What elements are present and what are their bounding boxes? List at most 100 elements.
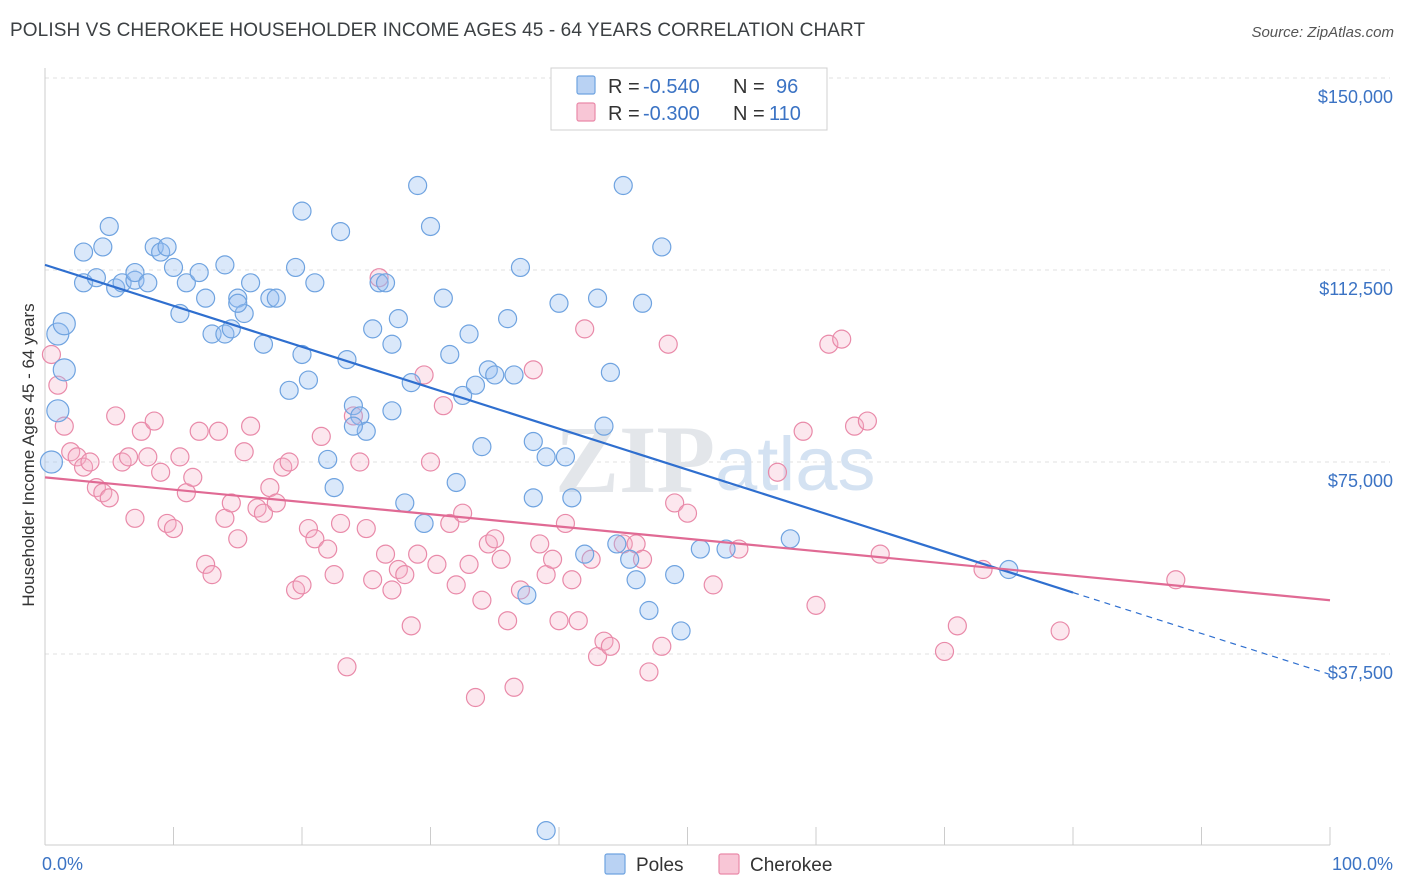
cherokee-point xyxy=(832,329,852,349)
poles-point xyxy=(665,565,685,585)
cherokee-point xyxy=(555,513,576,534)
cherokee-point xyxy=(562,570,582,590)
cherokee-point xyxy=(465,687,486,708)
cherokee-point xyxy=(806,595,826,615)
cherokee-point xyxy=(318,539,338,559)
cherokee-point xyxy=(125,508,145,528)
poles-point xyxy=(196,288,216,308)
poles-point xyxy=(504,365,524,385)
poles-point xyxy=(575,544,595,564)
poles-point xyxy=(279,380,299,400)
poles-point xyxy=(343,416,363,436)
legend-r-value-cherokee: -0.300 xyxy=(643,103,700,125)
cherokee-point xyxy=(793,421,813,441)
cherokee-point xyxy=(279,452,299,472)
poles-point xyxy=(324,478,344,498)
cherokee-point xyxy=(542,549,563,569)
chart-title: POLISH VS CHEROKEE HOUSEHOLDER INCOME AG… xyxy=(10,20,866,41)
poles-point xyxy=(626,570,646,590)
cherokee-point xyxy=(305,529,325,549)
cherokee-point xyxy=(433,396,453,416)
poles-point xyxy=(343,396,363,416)
cherokee-point xyxy=(581,549,601,569)
poles-point xyxy=(215,324,235,344)
poles-point xyxy=(298,370,319,390)
legend-box xyxy=(550,67,828,131)
y-tick-label: $37,500 xyxy=(1328,663,1393,683)
cherokee-point xyxy=(453,503,473,523)
poles-trend-extension xyxy=(1072,591,1331,676)
cherokee-trend-line xyxy=(44,476,1331,602)
bottom-legend-label-poles: Poles xyxy=(636,855,684,876)
cherokee-point xyxy=(163,518,184,539)
poles-point xyxy=(517,585,537,605)
cherokee-point xyxy=(183,467,203,487)
poles-trend-line xyxy=(44,263,1074,594)
cherokee-point xyxy=(665,493,685,513)
grid-lines xyxy=(45,77,1390,655)
cherokee-point xyxy=(337,657,357,677)
poles-point xyxy=(318,449,338,470)
poles-point xyxy=(330,222,351,242)
cherokee-point xyxy=(947,616,967,636)
poles-point xyxy=(498,309,518,329)
legend-n-label: N = xyxy=(733,76,765,98)
poles-point xyxy=(632,293,653,313)
cherokee-point xyxy=(202,565,222,585)
cherokee-point xyxy=(118,447,139,467)
poles-point xyxy=(99,216,119,237)
x-tick-label-min: 0.0% xyxy=(42,854,83,874)
cherokee-point xyxy=(170,447,190,467)
cherokee-point xyxy=(273,457,293,477)
cherokee-point xyxy=(767,462,788,482)
y-tick-labels: $37,500 $75,000 $112,500 $150,000 xyxy=(1318,87,1393,683)
cherokee-point xyxy=(208,421,229,441)
cherokee-points xyxy=(41,268,1186,708)
legend-r-value-poles: -0.540 xyxy=(643,76,700,98)
y-axis-label: Householder Income Ages 45 - 64 years xyxy=(19,303,38,606)
poles-point xyxy=(555,447,576,467)
poles-point xyxy=(485,365,505,385)
x-tick-label-max: 100.0% xyxy=(1332,854,1393,874)
poles-point xyxy=(690,539,710,559)
bottom-legend-swatch-poles xyxy=(604,853,626,875)
cherokee-point xyxy=(382,580,402,600)
poles-point xyxy=(395,493,415,513)
poles-point xyxy=(459,324,479,344)
cherokee-point xyxy=(292,575,312,595)
cherokee-point xyxy=(401,616,421,636)
cherokee-point xyxy=(266,493,286,513)
trend-lines xyxy=(44,263,1331,676)
poles-point xyxy=(292,201,312,221)
cherokee-point xyxy=(144,411,164,431)
cherokee-point xyxy=(1050,621,1070,641)
cherokee-point xyxy=(568,611,588,631)
poles-point xyxy=(607,534,627,554)
poles-point xyxy=(716,539,736,559)
bottom-legend-swatch-cherokee xyxy=(718,853,740,875)
cherokee-point xyxy=(388,559,408,580)
cherokee-point xyxy=(934,641,955,662)
cherokee-point xyxy=(138,447,158,467)
cherokee-point xyxy=(157,513,177,534)
poles-point xyxy=(52,358,76,382)
cherokee-point xyxy=(350,452,370,472)
cherokee-point xyxy=(298,518,319,539)
cherokee-point xyxy=(844,416,865,436)
poles-point xyxy=(292,344,312,365)
cherokee-point xyxy=(459,554,479,575)
cherokee-point xyxy=(600,636,621,656)
y-tick-label: $150,000 xyxy=(1318,87,1393,107)
poles-point xyxy=(440,344,460,365)
poles-point xyxy=(138,273,158,293)
cherokee-point xyxy=(61,442,81,462)
legend-swatch-cherokee xyxy=(576,102,596,122)
cherokee-point xyxy=(99,488,119,508)
cherokee-point xyxy=(151,462,171,482)
poles-point xyxy=(241,273,261,293)
poles-point xyxy=(408,175,428,196)
watermark-zip: ZIP xyxy=(555,406,715,513)
cherokee-point xyxy=(253,503,274,523)
cherokee-point xyxy=(504,677,524,697)
poles-point xyxy=(388,309,408,329)
